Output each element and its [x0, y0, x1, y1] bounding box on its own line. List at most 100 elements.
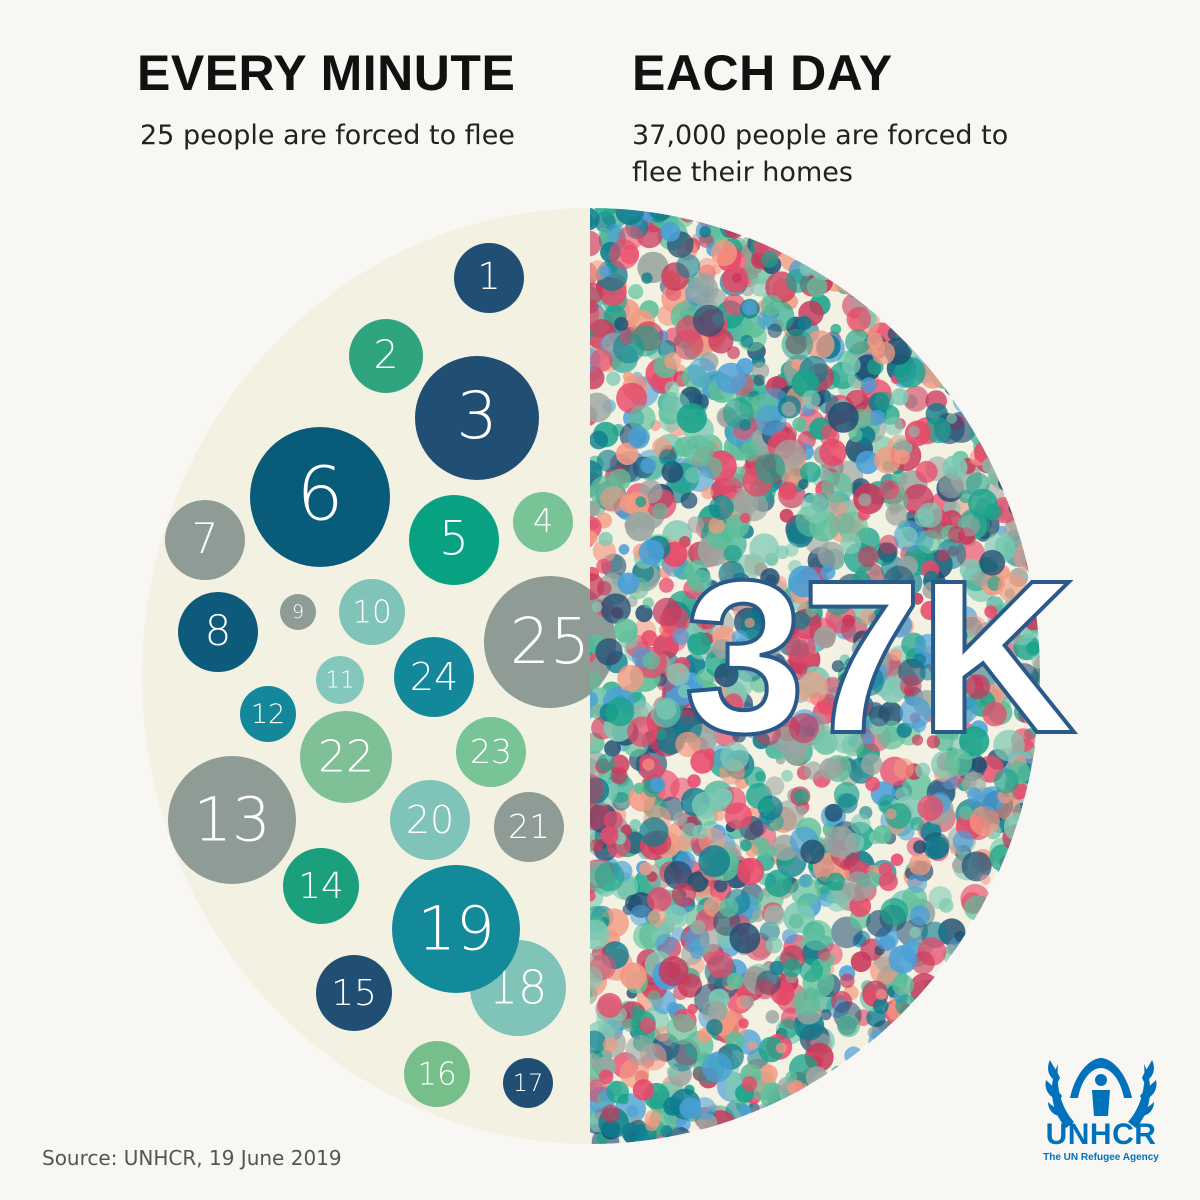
day-dot: [730, 722, 743, 735]
minute-bubble-label-17: 17: [513, 1069, 544, 1097]
day-dot: [872, 1098, 900, 1126]
day-dot: [1008, 1089, 1020, 1101]
day-dot: [728, 208, 755, 231]
day-dot: [689, 1130, 717, 1144]
day-dot: [1031, 832, 1040, 853]
day-dot: [829, 239, 841, 251]
day-dot: [931, 980, 949, 998]
day-dot: [861, 253, 886, 277]
day-dot: [971, 384, 1002, 415]
day-dot: [1002, 598, 1023, 620]
day-dot: [872, 341, 896, 365]
day-dot: [1031, 897, 1040, 916]
day-dot: [687, 631, 711, 656]
day-dot: [735, 1118, 753, 1136]
day-dot: [911, 1039, 943, 1071]
day-dot: [954, 217, 978, 241]
day-dot: [885, 1066, 913, 1095]
day-dot: [830, 723, 862, 754]
day-dot: [1021, 269, 1036, 284]
day-dot: [944, 1087, 962, 1106]
minute-bubble-label-15: 15: [331, 973, 377, 1014]
day-dot: [1031, 946, 1040, 968]
day-dot: [1009, 367, 1026, 384]
day-dot: [647, 908, 666, 927]
day-dot: [1037, 381, 1040, 407]
day-dot: [914, 316, 940, 341]
day-dot: [960, 254, 979, 274]
day-dot: [988, 368, 1018, 398]
day-dot: [822, 1136, 842, 1144]
day-dot: [602, 1036, 618, 1052]
day-dot: [1037, 869, 1040, 893]
day-dot: [975, 229, 1007, 261]
day-dot: [782, 928, 798, 945]
day-dot: [992, 304, 1024, 335]
day-dot: [1008, 1121, 1023, 1136]
day-dot: [865, 1065, 882, 1082]
day-dot: [627, 716, 658, 747]
day-dot: [741, 1122, 762, 1142]
day-dot: [870, 208, 902, 222]
minute-bubble-label-10: 10: [352, 595, 391, 631]
day-dot: [1017, 817, 1036, 836]
day-dot: [903, 323, 916, 335]
day-dot: [590, 773, 604, 805]
day-dot: [830, 1065, 846, 1081]
day-dot: [644, 1117, 659, 1132]
day-dot: [1010, 995, 1037, 1022]
day-dot: [906, 256, 927, 277]
day-dot: [909, 905, 931, 926]
day-dot: [838, 265, 870, 297]
day-dot: [1012, 467, 1040, 499]
day-dot: [1025, 872, 1040, 891]
day-dot: [629, 325, 662, 357]
day-dot: [659, 449, 677, 467]
day-dot: [848, 1094, 867, 1114]
day-dot: [1046, 977, 1058, 989]
day-dot: [1020, 885, 1039, 904]
day-dot: [590, 430, 609, 450]
day-dot: [738, 1123, 761, 1144]
day-dot: [925, 835, 949, 860]
day-dot: [1028, 321, 1040, 334]
day-dot: [1027, 483, 1040, 509]
day-dot: [917, 529, 942, 554]
day-dot: [798, 478, 809, 490]
minute-bubble-16: [404, 1041, 470, 1107]
day-dot: [1039, 838, 1040, 862]
source-note: Source: UNHCR, 19 June 2019: [42, 1146, 342, 1170]
day-dot: [590, 671, 602, 690]
day-dot: [879, 1103, 902, 1126]
day-dot: [1034, 208, 1040, 225]
day-dot: [903, 208, 932, 227]
day-dot: [915, 762, 931, 779]
day-dot: [948, 275, 977, 303]
day-dot: [1041, 964, 1069, 992]
day-dot: [642, 597, 654, 609]
day-dot: [870, 1086, 881, 1098]
day-dot: [610, 767, 628, 785]
day-dot: [1040, 466, 1053, 479]
day-dot: [690, 919, 706, 935]
day-dot: [980, 1061, 1006, 1087]
day-dot: [968, 488, 998, 519]
day-dot: [724, 218, 744, 239]
day-dot: [1000, 1033, 1012, 1044]
day-dot: [966, 1020, 981, 1035]
day-dot: [989, 1113, 1008, 1131]
day-dot: [899, 298, 913, 312]
day-dot: [708, 517, 725, 535]
day-dot: [779, 508, 794, 523]
day-dot: [590, 348, 613, 372]
day-dot: [1025, 334, 1040, 366]
day-dot: [859, 208, 884, 231]
day-dot: [857, 508, 871, 521]
day-dot: [893, 1048, 913, 1068]
day-dot: [666, 1135, 688, 1144]
day-dot: [791, 358, 803, 370]
day-dot: [865, 776, 880, 792]
day-dot: [1032, 236, 1040, 262]
day-dot: [989, 208, 1007, 226]
day-dot: [902, 385, 929, 412]
